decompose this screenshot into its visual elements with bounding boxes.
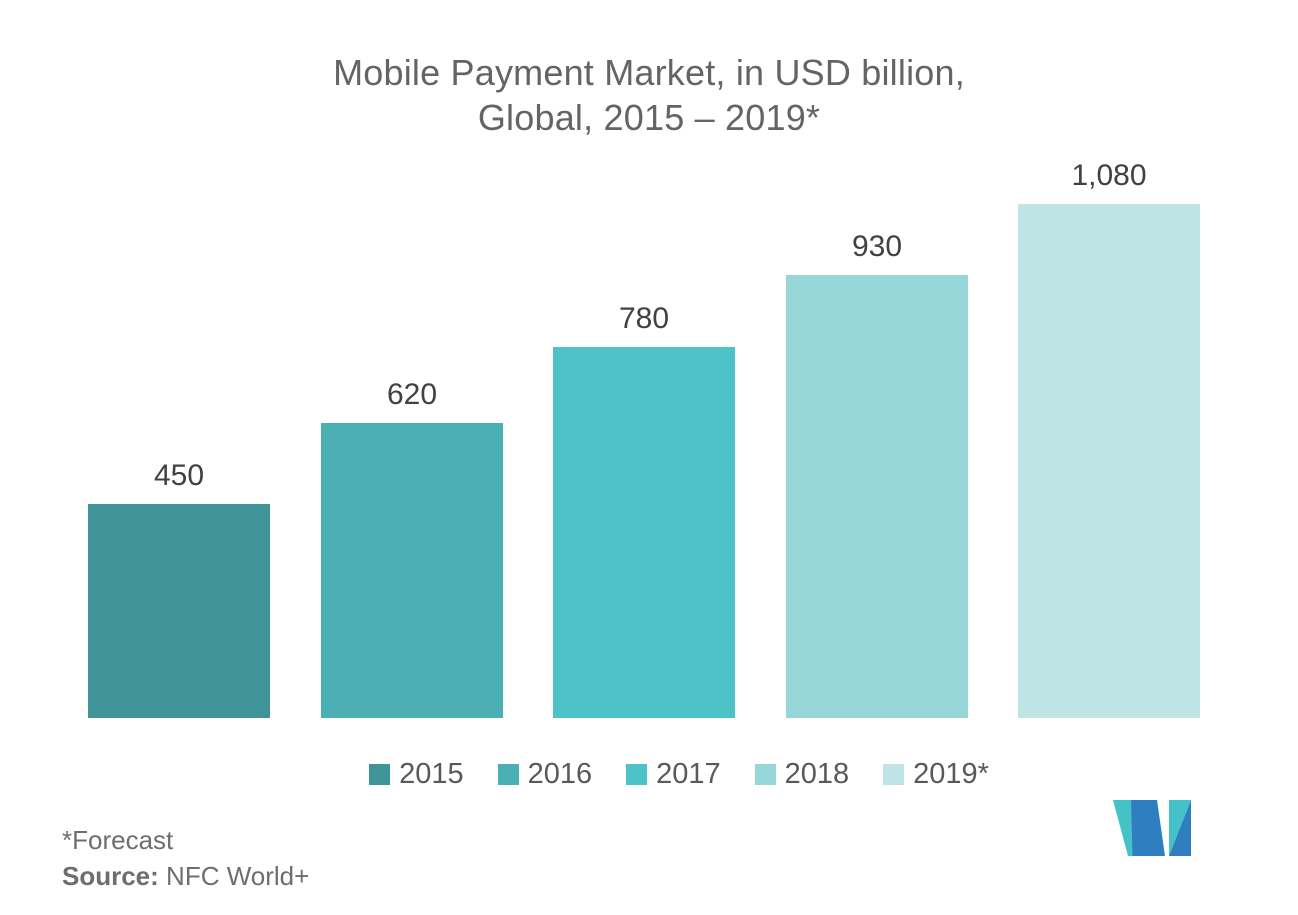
logo-m-icon bbox=[1113, 800, 1191, 856]
bar-2016: 620 bbox=[321, 378, 503, 718]
source-value: NFC World+ bbox=[158, 861, 310, 891]
bar-value-label-2017: 780 bbox=[618, 302, 670, 335]
bar-2017: 780 bbox=[553, 302, 735, 718]
chart-title: Mobile Payment Market, in USD billion, G… bbox=[0, 50, 1298, 140]
bar-2015: 450 bbox=[88, 459, 270, 718]
legend-label-2019*: 2019* bbox=[913, 758, 989, 790]
bar-2018: 930 bbox=[786, 230, 968, 718]
chart-title-line-2: Global, 2015 – 2019* bbox=[477, 97, 821, 138]
bar-value-label-2019*: 1,080 bbox=[1071, 159, 1147, 192]
legend-item-2018: 2018 bbox=[754, 758, 850, 790]
plot-area: 450 620 780 930 1,080 bbox=[88, 159, 1200, 718]
bar-value-label-2018: 930 bbox=[851, 230, 903, 263]
legend-swatch-2017 bbox=[626, 764, 648, 785]
legend-swatch-2016 bbox=[497, 764, 519, 785]
legend-item-2017: 2017 bbox=[626, 760, 721, 789]
legend-label-2018: 2018 bbox=[784, 758, 850, 790]
bar-2019*: 1,080 bbox=[1018, 159, 1200, 718]
legend-swatch-2015 bbox=[369, 764, 391, 785]
legend-item-2016: 2016 bbox=[497, 758, 593, 790]
source-line: Source: NFC World+ bbox=[62, 858, 309, 894]
legend-label-2017: 2017 bbox=[656, 758, 721, 790]
legend-swatch-2018 bbox=[754, 764, 776, 785]
footnote: *Forecast Source: NFC World+ bbox=[62, 822, 309, 894]
legend-item-2019*: 2019* bbox=[883, 760, 989, 789]
legend-label-2015: 2015 bbox=[399, 758, 464, 790]
bar-value-label-2015: 450 bbox=[153, 459, 205, 492]
chart-title-line-1: Mobile Payment Market, in USD billion, bbox=[333, 52, 965, 93]
legend: 2015 2016 2017 2018 2019* bbox=[0, 760, 1298, 789]
forecast-note: *Forecast bbox=[62, 825, 174, 855]
legend-swatch-2019* bbox=[883, 764, 905, 785]
mordor-intelligence-logo bbox=[1113, 800, 1191, 856]
bar-value-label-2016: 620 bbox=[386, 378, 438, 411]
source-label: Source: bbox=[62, 861, 159, 891]
legend-item-2015: 2015 bbox=[369, 760, 464, 789]
legend-label-2016: 2016 bbox=[527, 758, 593, 790]
